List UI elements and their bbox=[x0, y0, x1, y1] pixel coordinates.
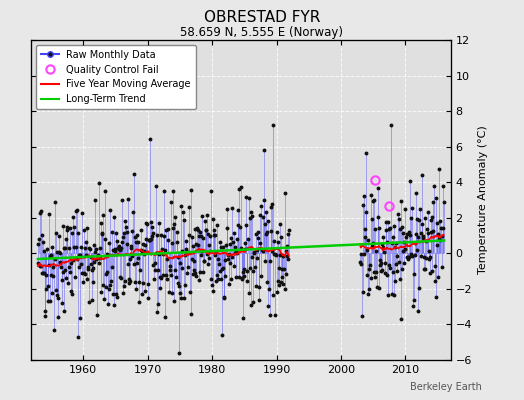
Text: OBRESTAD FYR: OBRESTAD FYR bbox=[204, 10, 320, 25]
Y-axis label: Temperature Anomaly (°C): Temperature Anomaly (°C) bbox=[477, 126, 487, 274]
Text: Berkeley Earth: Berkeley Earth bbox=[410, 382, 482, 392]
Legend: Raw Monthly Data, Quality Control Fail, Five Year Moving Average, Long-Term Tren: Raw Monthly Data, Quality Control Fail, … bbox=[36, 45, 196, 109]
Text: 58.659 N, 5.555 E (Norway): 58.659 N, 5.555 E (Norway) bbox=[180, 26, 344, 39]
